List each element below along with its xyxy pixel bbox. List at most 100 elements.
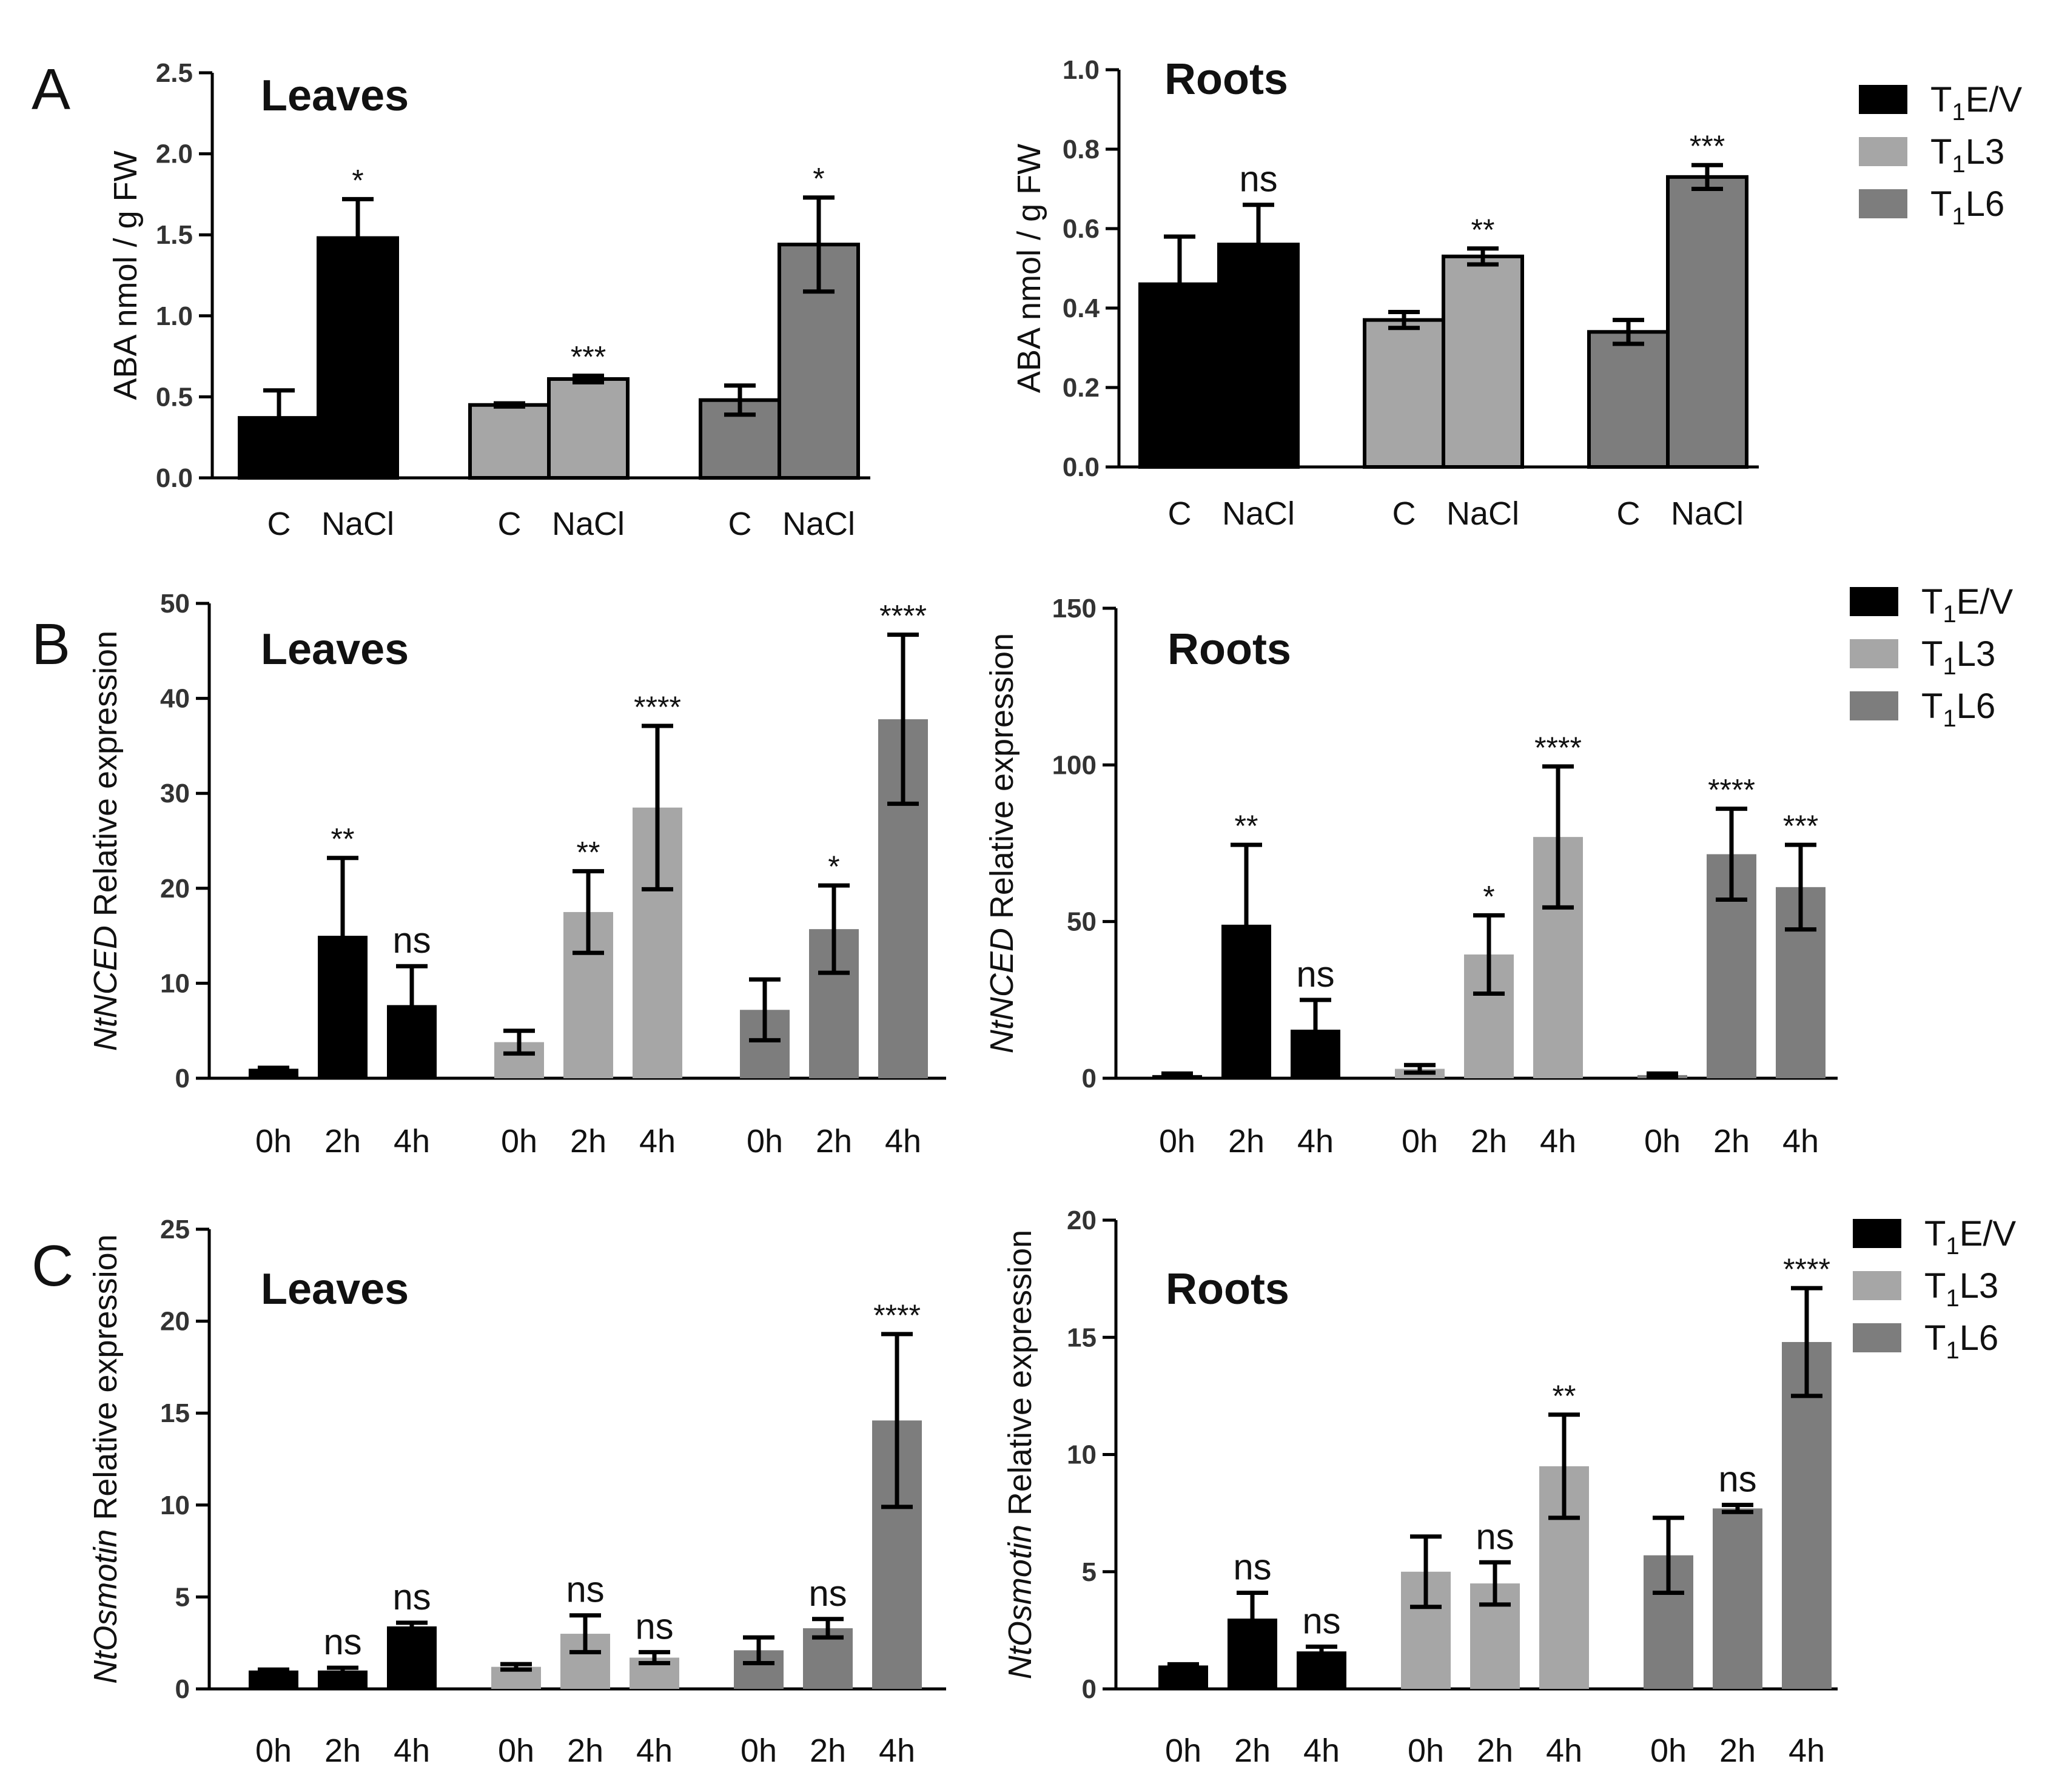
legend-swatch-T1L3 (1850, 639, 1898, 668)
chart-title: Roots (1166, 1265, 1289, 1314)
legend-swatch-T1L3 (1859, 137, 1907, 166)
significance-label: ns (1296, 954, 1334, 995)
x-category-label: 2h (1234, 1733, 1271, 1769)
x-category-label: NaCl (552, 506, 625, 542)
x-category-label: 4h (1297, 1123, 1334, 1159)
significance-label: ns (323, 1622, 361, 1662)
chart-b-roots: Roots 0 50 100 150 NtNCED Relative expression… (984, 594, 1838, 1159)
y-tick-label: 10 (1067, 1440, 1097, 1470)
legend-label-subscript: 1 (1952, 151, 1965, 178)
chart-title: Leaves (261, 1265, 409, 1314)
legend-label: T1L3 (1924, 1266, 1998, 1312)
legend-swatch-T1L6 (1853, 1323, 1901, 1352)
bar-T1L6-4h (1782, 1341, 1832, 1689)
significance-label: **** (1708, 773, 1755, 807)
chart-a-roots: Roots 0.0 0.2 0.4 0.6 0.8 1.0 ABA nmol / g FW Cn… (1011, 55, 1759, 532)
significance-label: ** (577, 836, 600, 870)
bar-T1L3-C (1363, 318, 1445, 469)
significance-label: * (828, 850, 839, 884)
legend-label-subscript: 1 (1943, 601, 1956, 628)
significance-label: ns (392, 920, 431, 961)
legend-swatch-T1L6 (1850, 691, 1898, 720)
y-tick-label: 1.0 (1063, 55, 1100, 85)
x-category-label: NaCl (782, 506, 855, 542)
y-tick-label: 0 (175, 1674, 190, 1704)
y-axis-label: NtNCED Relative expression (87, 631, 124, 1051)
legend-label: T1E/V (1924, 1214, 2016, 1260)
y-axis-label-text: Relative expression (87, 1234, 124, 1520)
x-category-label: C (728, 506, 752, 542)
y-tick-label: 50 (1067, 907, 1097, 937)
significance-label: ns (808, 1573, 847, 1614)
legend-label-suffix: E/V (1960, 1214, 2017, 1253)
legend-label: T1L6 (1930, 184, 2004, 230)
y-tick-label: 1.0 (156, 301, 193, 331)
y-tick-label: 5 (1082, 1557, 1097, 1587)
x-category-label: NaCl (1446, 495, 1519, 532)
legend-label: T1E/V (1921, 582, 2013, 628)
chart-title: Leaves (261, 625, 409, 674)
significance-label: **** (634, 690, 681, 724)
y-tick-label: 0.4 (1063, 294, 1100, 323)
x-category-label: 0h (1165, 1733, 1201, 1769)
legend-label-suffix: E/V (1966, 80, 2023, 119)
significance-label: ns (1476, 1516, 1514, 1557)
y-tick-label: 20 (160, 1307, 190, 1337)
y-tick-label: 100 (1052, 750, 1097, 780)
y-axis-label-text: ABA nmol / g FW (107, 150, 144, 400)
x-category-label: 2h (324, 1733, 361, 1769)
legend-label-subscript: 1 (1946, 1285, 1959, 1312)
legend-label-suffix: L3 (1957, 634, 1996, 674)
legend-swatch-T1L3 (1853, 1271, 1901, 1300)
chart-c-leaves: Leaves 0 5 10 15 20 25 NtOsmotin Relative expre… (87, 1215, 946, 1769)
significance-label: ** (1471, 213, 1495, 247)
y-tick-label: 10 (160, 968, 190, 998)
legend-label-prefix: T (1921, 582, 1943, 622)
y-axis-label: NtNCED Relative expression (984, 633, 1020, 1053)
significance-label: *** (1783, 809, 1818, 843)
x-category-label: C (1617, 495, 1641, 532)
x-category-label: 4h (1782, 1123, 1819, 1159)
y-tick-label: 10 (160, 1491, 190, 1520)
x-category-label: 2h (567, 1733, 603, 1769)
legend-label: T1L3 (1921, 634, 1995, 680)
x-category-label: C (267, 506, 291, 542)
x-category-label: 0h (747, 1123, 783, 1159)
x-category-label: 2h (1477, 1733, 1513, 1769)
x-category-label: 4h (1789, 1733, 1825, 1769)
bar-T1L3-C (468, 403, 551, 480)
x-category-label: 0h (1402, 1123, 1438, 1159)
y-tick-label: 1.5 (156, 220, 193, 250)
y-axis-label: ABA nmol / g FW (1011, 144, 1047, 393)
x-category-label: 0h (1644, 1123, 1681, 1159)
legend-label-prefix: T (1930, 80, 1952, 119)
x-category-label: 2h (816, 1123, 852, 1159)
significance-label: ns (1239, 159, 1277, 200)
x-category-label: C (498, 506, 522, 542)
y-tick-label: 0 (1082, 1064, 1097, 1093)
y-axis-label-gene: NtOsmotin (87, 1520, 124, 1684)
significance-label: *** (571, 340, 606, 374)
x-category-label: 2h (1228, 1123, 1265, 1159)
chart-title: Leaves (261, 72, 409, 120)
legend-label-subscript: 1 (1952, 203, 1965, 230)
x-category-label: 0h (498, 1733, 534, 1769)
x-category-label: 2h (324, 1123, 361, 1159)
y-axis-label-gene: NtNCED (87, 916, 124, 1051)
legend-label: T1L6 (1924, 1318, 1998, 1364)
chart-title: Roots (1164, 55, 1288, 104)
y-axis-label: NtOsmotin Relative expression (87, 1234, 124, 1683)
bar-T1L6-C (1587, 330, 1670, 469)
panel-letter-c: C (32, 1233, 73, 1298)
bar-T1L6-NaCl (1666, 175, 1748, 469)
significance-label: * (1483, 879, 1494, 913)
panel-letter-a: A (32, 57, 70, 122)
legend-label-prefix: T (1924, 1214, 1946, 1253)
legend-label-prefix: T (1924, 1266, 1946, 1306)
chart-a-leaves: Leaves 0.0 0.5 1.0 1.5 2.0 2.5 ABA nmol / g FW C… (107, 58, 870, 542)
significance-label: ** (331, 822, 355, 856)
x-category-label: 4h (885, 1123, 921, 1159)
legend-label: T1L6 (1921, 686, 1995, 732)
